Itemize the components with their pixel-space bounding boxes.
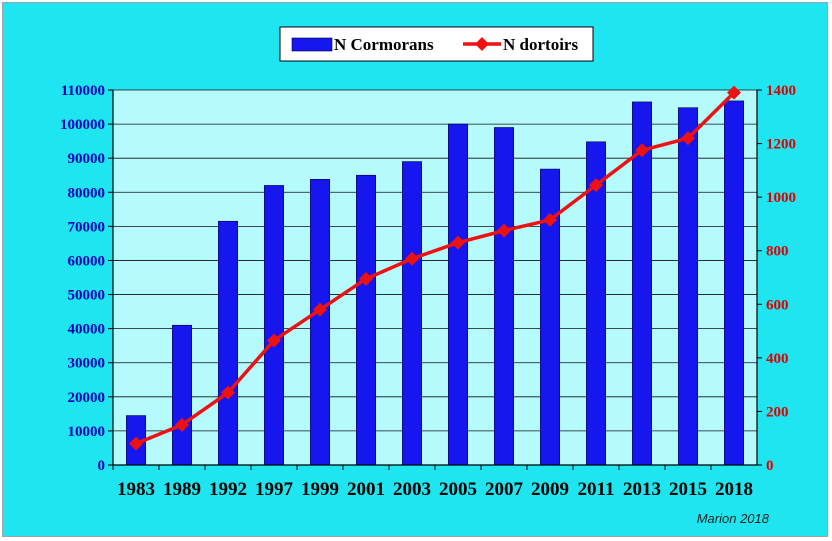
left-tick-label: 30000 [68,356,106,372]
marker-n-dortoirs [359,271,373,286]
line-n-dortoirs [135,91,736,446]
x-tick-label: 2013 [623,479,661,500]
marker-n-dortoirs [405,251,419,266]
right-tick-label: 800 [766,244,789,260]
right-tick-label: 200 [766,404,789,420]
x-tick-label: 2007 [485,479,524,500]
left-tick-label: 70000 [68,219,106,235]
right-tick-label: 1400 [766,83,796,99]
x-tick-label: 2005 [439,479,477,500]
bar-n-cormorans [310,179,330,466]
x-tick-label: 1992 [209,479,247,500]
left-tick-label: 80000 [68,185,106,201]
marker-n-dortoirs [129,436,143,451]
bar-n-cormorans [402,161,422,466]
marker-n-dortoirs [727,85,741,100]
right-tick-label: 400 [766,351,789,367]
bar-n-cormorans [264,185,284,466]
bar-n-cormorans [218,220,238,466]
marker-n-dortoirs [681,131,695,146]
x-tick-label: 1999 [301,479,339,500]
right-tick-label: 0 [766,458,774,474]
x-tick-label: 2018 [715,479,753,500]
marker-n-dortoirs [221,385,235,400]
marker-n-dortoirs [267,333,281,348]
x-tick-label: 1983 [117,479,155,500]
left-tick-label: 100000 [60,117,105,133]
marker-n-dortoirs [175,417,189,432]
marker-n-dortoirs [451,235,465,250]
left-tick-label: 0 [98,458,106,474]
bar-n-cormorans [494,127,514,466]
x-tick-label: 2009 [531,479,569,500]
bar-n-cormorans [356,174,376,466]
left-tick-label: 40000 [68,322,106,338]
right-tick-label: 1000 [766,190,796,206]
right-tick-label: 1200 [766,137,796,153]
right-tick-label: 600 [766,297,789,313]
marker-n-dortoirs [313,302,327,317]
x-tick-label: 2015 [669,479,707,500]
bar-n-cormorans [172,324,192,466]
left-tick-label: 90000 [68,151,106,167]
marker-n-dortoirs [589,178,603,193]
x-tick-label: 1989 [163,479,201,500]
marker-n-dortoirs [543,212,557,227]
legend-swatch-bars [291,37,333,52]
marker-n-dortoirs [497,223,511,238]
legend-swatch-marker [475,37,489,51]
x-tick-label: 2003 [393,479,431,500]
left-tick-label: 50000 [68,288,106,304]
x-tick-label: 2001 [347,479,385,500]
legend-label-n-cormorans: N Cormorans [334,35,434,54]
left-tick-label: 20000 [68,390,106,406]
chart-credit: Marion 2018 [696,511,769,526]
bar-n-cormorans [678,107,698,466]
bar-n-cormorans [448,123,468,466]
left-tick-label: 10000 [68,424,106,440]
bar-n-cormorans [724,100,744,466]
marker-n-dortoirs [635,143,649,158]
left-tick-label: 60000 [68,253,106,269]
x-tick-label: 1997 [255,479,294,500]
legend-label-n-dortoirs: N dortoirs [503,35,578,54]
bar-line-chart: 0100002000030000400005000060000700008000… [60,26,796,500]
x-tick-label: 2011 [578,479,615,500]
left-tick-label: 110000 [61,83,105,99]
